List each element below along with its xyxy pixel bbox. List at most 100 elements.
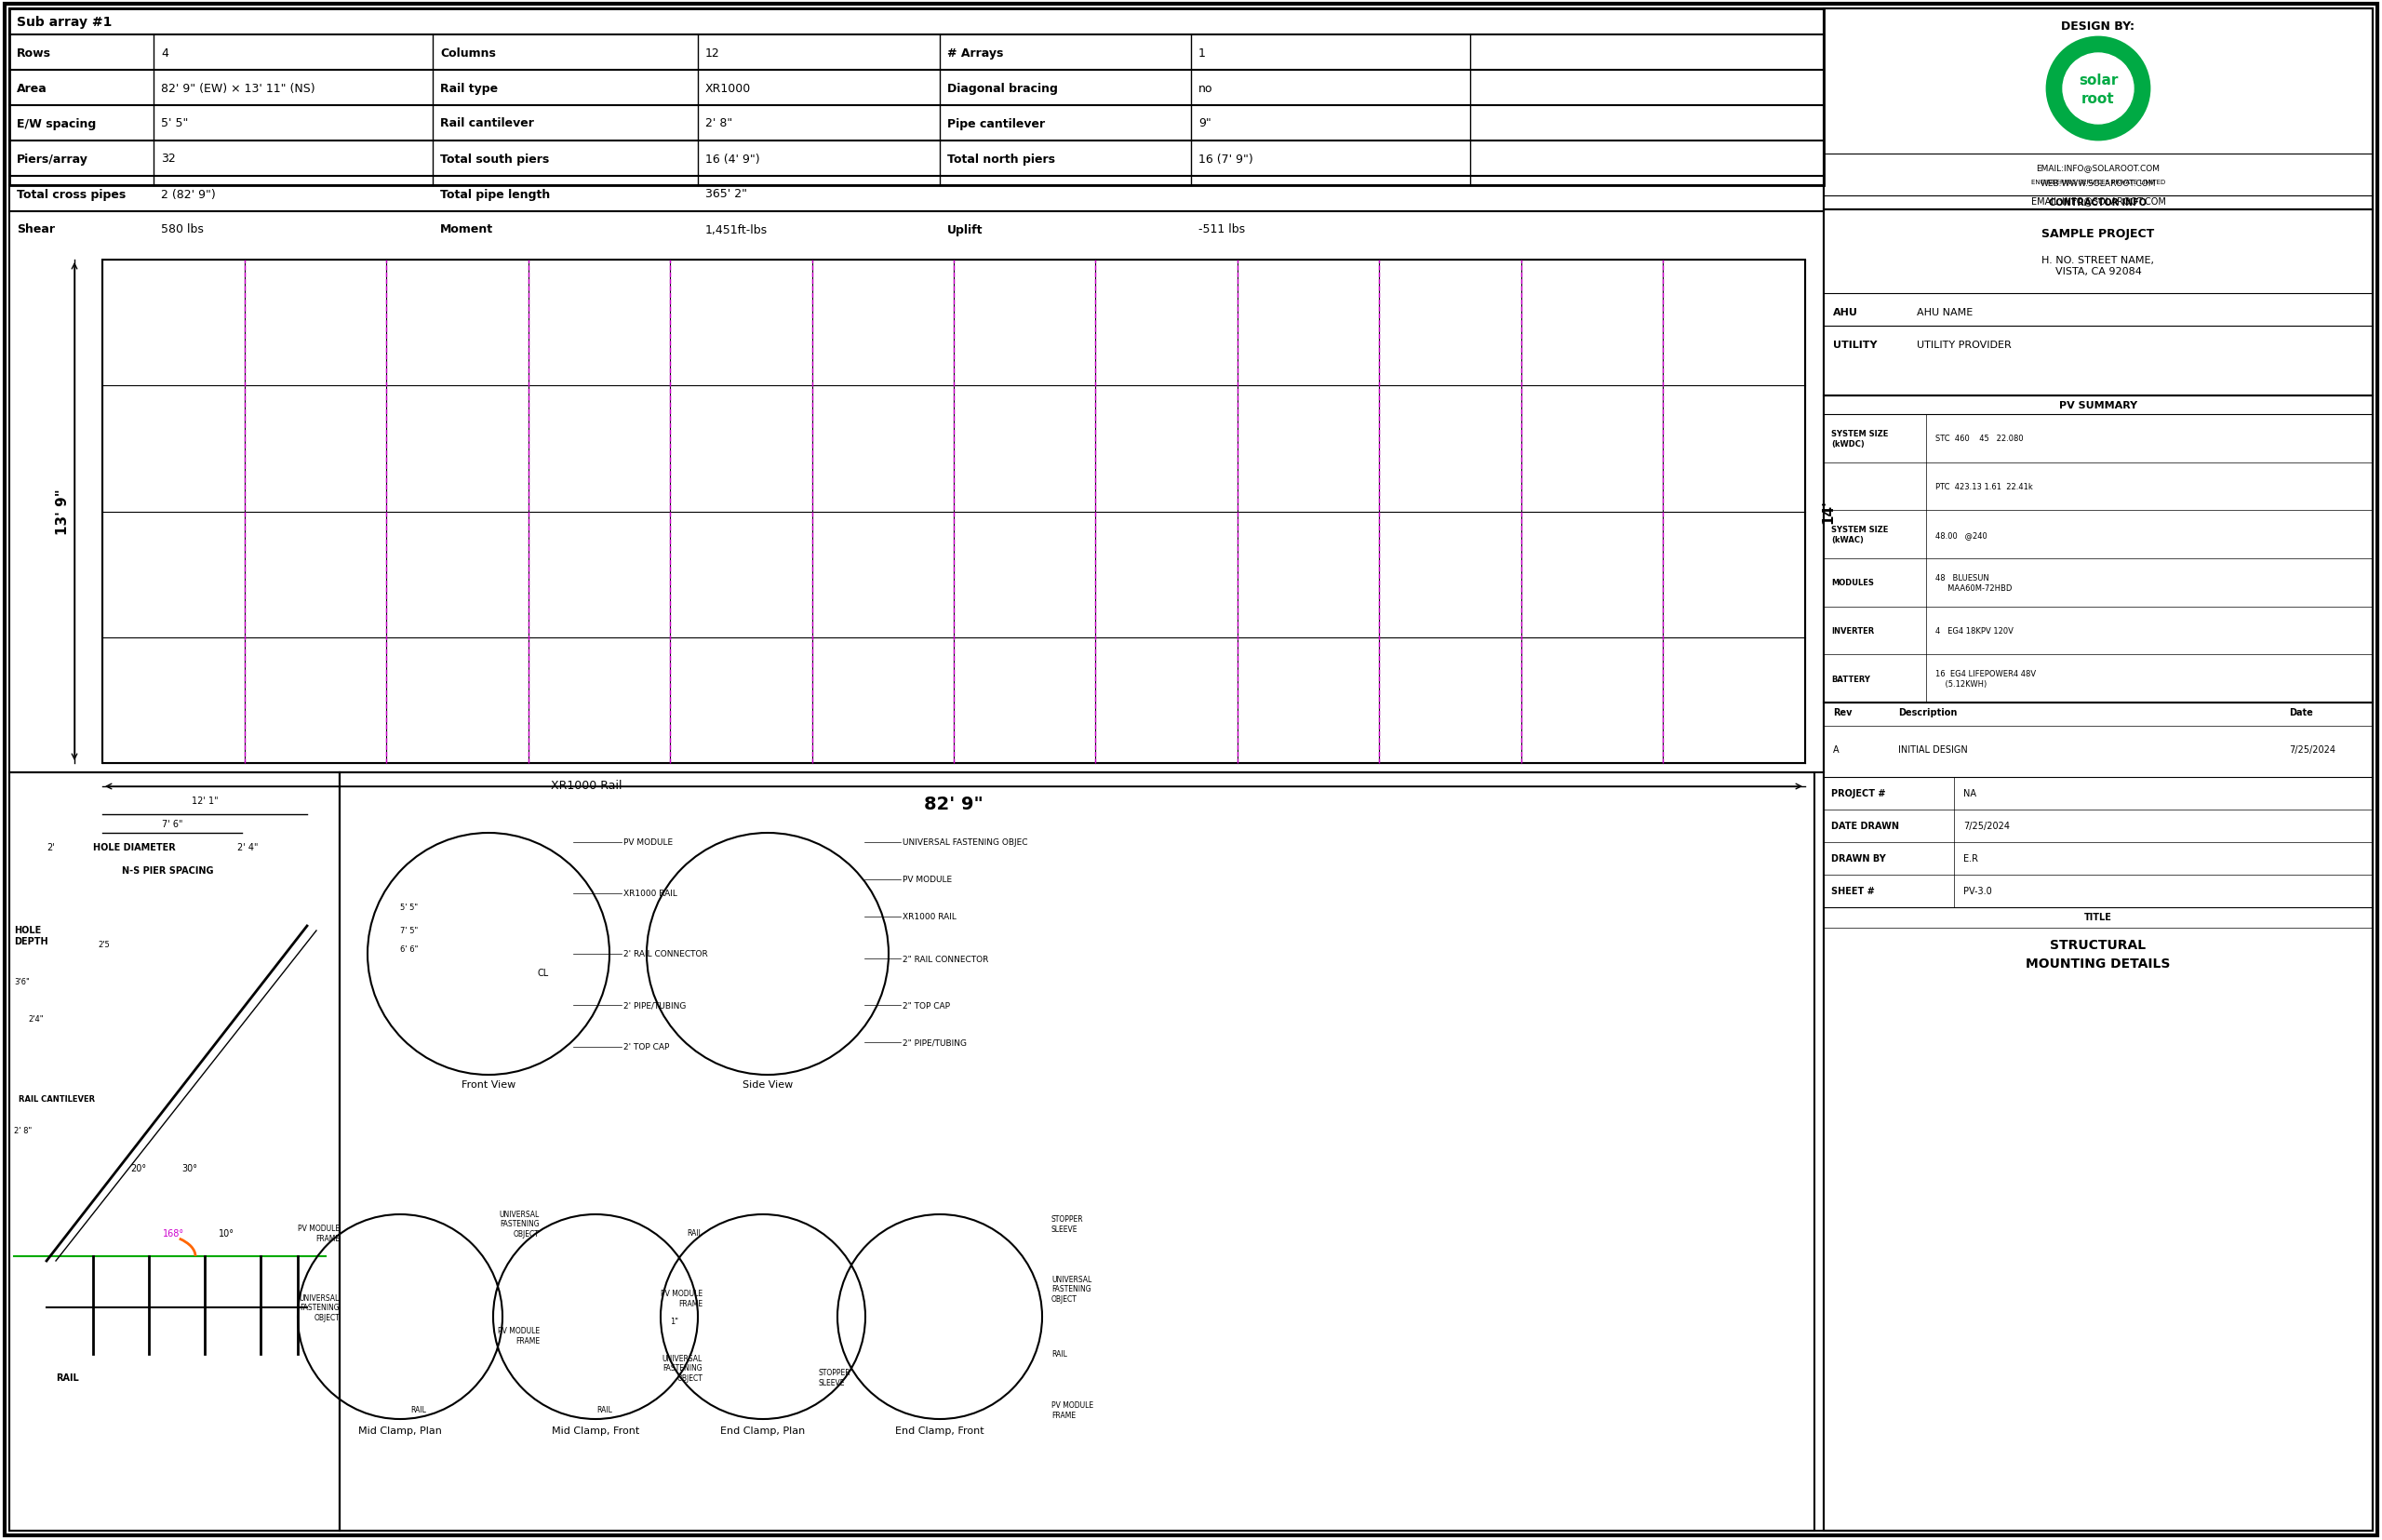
Text: UNIVERSAL
FASTENING
OBJECT: UNIVERSAL FASTENING OBJECT: [500, 1210, 541, 1238]
Text: RAIL: RAIL: [55, 1372, 79, 1381]
Text: End Clamp, Front: End Clamp, Front: [896, 1426, 984, 1435]
Text: Rows: Rows: [17, 46, 50, 59]
Text: MODULES: MODULES: [1832, 579, 1875, 587]
Text: DATE DRAWN: DATE DRAWN: [1832, 822, 1898, 832]
Text: Front View: Front View: [462, 1080, 515, 1089]
Bar: [10, 9, 1825, 186]
Text: 9": 9": [1198, 117, 1210, 129]
Text: Description: Description: [1898, 708, 1958, 718]
Text: XR1000 Rail: XR1000 Rail: [550, 779, 622, 792]
Text: # Arrays: # Arrays: [948, 46, 1003, 59]
Text: MOUNTING DETAILS: MOUNTING DETAILS: [2027, 956, 2170, 970]
Text: PROJECT #: PROJECT #: [1832, 788, 1887, 798]
Text: AHU: AHU: [1834, 308, 1858, 317]
Text: PV MODULE
FRAME: PV MODULE FRAME: [660, 1289, 703, 1307]
Bar: [1825, 704, 2372, 1531]
Text: PTC  423.13 1.61  22.41k: PTC 423.13 1.61 22.41k: [1934, 482, 2032, 491]
Text: PV MODULE
FRAME: PV MODULE FRAME: [1050, 1401, 1093, 1418]
Text: E/W spacing: E/W spacing: [17, 117, 95, 129]
Circle shape: [2046, 38, 2149, 140]
Text: Side View: Side View: [743, 1080, 793, 1089]
Text: XR1000: XR1000: [705, 82, 750, 94]
Text: WEB:WWW.SOLAROOT.COM: WEB:WWW.SOLAROOT.COM: [2041, 180, 2156, 188]
Text: SYSTEM SIZE
(kWDC): SYSTEM SIZE (kWDC): [1832, 430, 1889, 448]
Text: 82' 9" (EW) × 13' 11" (NS): 82' 9" (EW) × 13' 11" (NS): [162, 82, 314, 94]
Bar: [1825, 209, 2372, 396]
Text: EMAIL:INFO@SOLAROOT.COM: EMAIL:INFO@SOLAROOT.COM: [2032, 196, 2165, 205]
Text: 1,451ft-lbs: 1,451ft-lbs: [705, 223, 767, 236]
Text: Area: Area: [17, 82, 48, 94]
Bar: [1825, 9, 2372, 1531]
Text: DRAWN BY: DRAWN BY: [1832, 855, 1887, 864]
Text: Pipe cantilever: Pipe cantilever: [948, 117, 1046, 129]
Text: 2': 2': [48, 842, 55, 852]
Text: 48.00   @240: 48.00 @240: [1934, 531, 1987, 539]
Text: PV SUMMARY: PV SUMMARY: [2058, 400, 2137, 410]
Text: H. NO. STREET NAME,
VISTA, CA 92084: H. NO. STREET NAME, VISTA, CA 92084: [2041, 256, 2153, 276]
Text: STC  460    45   22.080: STC 460 45 22.080: [1934, 434, 2022, 444]
Text: TITLE: TITLE: [2084, 912, 2113, 921]
Text: 3'6": 3'6": [14, 978, 29, 986]
Bar: [1825, 396, 2372, 704]
Text: INVERTER: INVERTER: [1832, 627, 1875, 634]
Text: Total cross pipes: Total cross pipes: [17, 188, 126, 200]
Text: 2' 8": 2' 8": [14, 1127, 31, 1135]
Text: PV MODULE
FRAME: PV MODULE FRAME: [298, 1224, 341, 1243]
Circle shape: [2063, 54, 2134, 125]
Text: Rail type: Rail type: [441, 82, 498, 94]
Text: 2' TOP CAP: 2' TOP CAP: [624, 1043, 669, 1052]
Text: 2' 8": 2' 8": [705, 117, 734, 129]
Text: 10°: 10°: [219, 1229, 233, 1238]
Text: 2'4": 2'4": [29, 1015, 43, 1024]
Text: RAIL: RAIL: [410, 1406, 426, 1414]
Text: PV MODULE: PV MODULE: [903, 876, 953, 884]
Text: 2' PIPE/TUBING: 2' PIPE/TUBING: [624, 1001, 686, 1009]
Text: SHEET #: SHEET #: [1832, 887, 1875, 896]
Text: STOPPER
SLEEVE: STOPPER SLEEVE: [819, 1368, 850, 1386]
Text: 1: 1: [1198, 46, 1205, 59]
Text: 2 (82' 9"): 2 (82' 9"): [162, 188, 217, 200]
Text: Total north piers: Total north piers: [948, 152, 1055, 165]
Text: RAIL CANTILEVER: RAIL CANTILEVER: [19, 1093, 95, 1103]
Bar: [102, 260, 1806, 764]
Text: 5' 5": 5' 5": [162, 117, 188, 129]
Text: XR1000 RAIL: XR1000 RAIL: [903, 913, 958, 921]
Text: 2' 4": 2' 4": [238, 842, 257, 852]
Text: EMAIL:INFO@SOLAROOT.COM: EMAIL:INFO@SOLAROOT.COM: [2037, 165, 2160, 172]
Text: 7/25/2024: 7/25/2024: [2289, 745, 2334, 755]
Text: CL: CL: [538, 969, 550, 978]
Text: End Clamp, Plan: End Clamp, Plan: [719, 1426, 805, 1435]
Text: no: no: [1198, 82, 1212, 94]
Text: AHU NAME: AHU NAME: [1918, 308, 1972, 317]
Text: BATTERY: BATTERY: [1832, 675, 1870, 684]
Text: SAMPLE PROJECT: SAMPLE PROJECT: [2041, 228, 2156, 239]
Text: HOLE DIAMETER: HOLE DIAMETER: [93, 842, 176, 852]
Text: 2" RAIL CONNECTOR: 2" RAIL CONNECTOR: [903, 955, 989, 962]
Text: 20°: 20°: [131, 1163, 145, 1172]
Text: 7/25/2024: 7/25/2024: [1963, 822, 2010, 832]
Text: Mid Clamp, Front: Mid Clamp, Front: [553, 1426, 638, 1435]
Text: Total south piers: Total south piers: [441, 152, 550, 165]
Text: 4   EG4 18KPV 120V: 4 EG4 18KPV 120V: [1934, 627, 2013, 634]
Text: 16 (4' 9"): 16 (4' 9"): [705, 152, 760, 165]
Text: STRUCTURAL: STRUCTURAL: [2051, 938, 2146, 952]
Text: RAIL: RAIL: [686, 1229, 703, 1237]
Text: 2" TOP CAP: 2" TOP CAP: [903, 1001, 950, 1009]
Text: 5' 5": 5' 5": [400, 904, 419, 912]
Text: PV MODULE: PV MODULE: [624, 838, 672, 847]
Text: Total pipe length: Total pipe length: [441, 188, 550, 200]
Text: PV MODULE
FRAME: PV MODULE FRAME: [498, 1326, 541, 1344]
Text: 365' 2": 365' 2": [705, 188, 748, 200]
Text: RAIL: RAIL: [1050, 1351, 1067, 1358]
Text: ENGINEERING SERVICES PRIVATE LIMITED: ENGINEERING SERVICES PRIVATE LIMITED: [2032, 180, 2165, 185]
Text: Diagonal bracing: Diagonal bracing: [948, 82, 1058, 94]
Bar: [1825, 9, 2372, 209]
Text: 6' 6": 6' 6": [400, 946, 419, 953]
Text: -511 lbs: -511 lbs: [1198, 223, 1246, 236]
Text: 12: 12: [705, 46, 719, 59]
Text: HOLE
DEPTH: HOLE DEPTH: [14, 926, 48, 946]
Text: Uplift: Uplift: [948, 223, 984, 236]
Text: Sub array #1: Sub array #1: [17, 15, 112, 29]
Text: 13' 9": 13' 9": [55, 488, 69, 534]
Text: 2' RAIL CONNECTOR: 2' RAIL CONNECTOR: [624, 950, 707, 958]
